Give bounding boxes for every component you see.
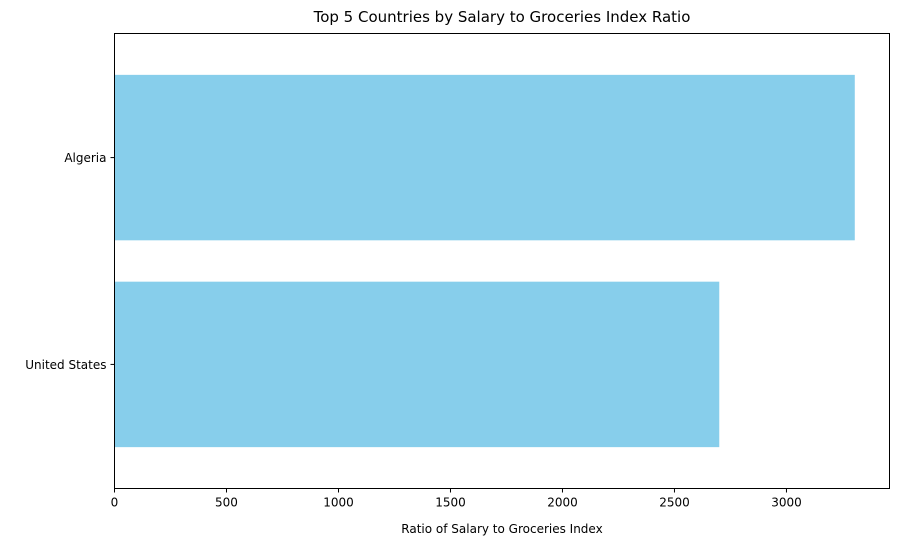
y-axis: Algeria United States — [25, 151, 115, 372]
bars-group — [114, 74, 855, 448]
chart-title: Top 5 Countries by Salary to Groceries I… — [313, 8, 691, 26]
x-axis-label: Ratio of Salary to Groceries Index — [401, 522, 602, 536]
x-tick-label: 1000 — [323, 496, 354, 510]
x-tick-label: 3000 — [771, 496, 802, 510]
x-tick-label: 1500 — [435, 496, 466, 510]
x-axis: 0 500 1000 1500 2000 2500 3000 — [111, 488, 802, 510]
bar-united-states — [114, 281, 720, 448]
y-tick-label: Algeria — [64, 151, 106, 165]
x-tick-label: 2000 — [547, 496, 578, 510]
plot-area-frame — [114, 33, 890, 489]
x-tick-label: 2500 — [659, 496, 690, 510]
x-tick-label: 500 — [215, 496, 238, 510]
bar-algeria — [114, 74, 855, 241]
y-tick-label: United States — [25, 358, 106, 372]
x-tick-label: 0 — [111, 496, 119, 510]
